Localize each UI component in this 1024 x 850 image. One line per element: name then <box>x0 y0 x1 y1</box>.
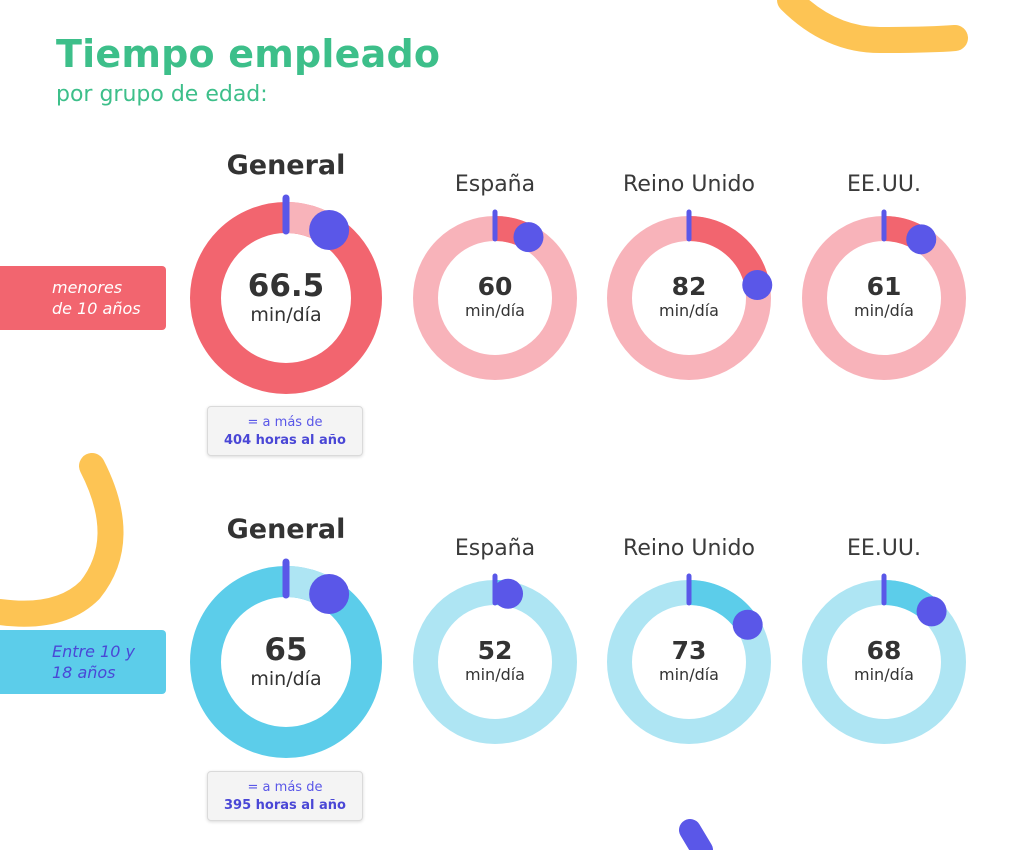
donut-value: 68 <box>866 636 902 665</box>
purple-shape-bottom <box>679 819 713 850</box>
donut-title-usa: EE.UU. <box>847 172 921 197</box>
donut-end-marker <box>309 210 350 251</box>
hours-note-line1: = a más de <box>247 415 323 430</box>
donut-unit: min/día <box>250 304 322 326</box>
donut-title-spain: España <box>454 172 536 197</box>
hours-note-line1: = a más de <box>247 780 323 795</box>
donut-end-marker <box>742 269 773 300</box>
page-subtitle: por grupo de edad: <box>56 82 268 107</box>
hours-note-line2: 395 horas al año <box>223 798 346 813</box>
donut-value: 82 <box>671 272 707 301</box>
donut-general-under-10: 66.5 min/día <box>190 194 382 394</box>
donut-unit: min/día <box>465 665 525 684</box>
yellow-arc-top-right <box>777 0 968 54</box>
donut-ring <box>607 209 773 380</box>
row-tag-under-10: menores de 10 años <box>0 266 166 330</box>
donut-spain-under-10: 60 min/día <box>413 209 577 380</box>
donut-usa-10-18: 68 min/día <box>802 573 966 744</box>
donut-value: 73 <box>671 636 707 665</box>
donut-unit: min/día <box>659 301 719 320</box>
donut-end-marker <box>732 609 763 640</box>
donut-title-general: General <box>226 514 346 545</box>
donut-ring <box>413 573 577 744</box>
donut-unit: min/día <box>250 668 322 690</box>
donut-spain-10-18: 52 min/día <box>413 573 577 744</box>
donut-title-uk: Reino Unido <box>623 172 755 197</box>
donut-ring <box>413 209 577 380</box>
donut-uk-under-10: 82 min/día <box>607 209 773 380</box>
donut-ring <box>607 573 771 744</box>
donut-unit: min/día <box>854 665 914 684</box>
row-tag-line2: 18 años <box>52 663 116 682</box>
donut-usa-under-10: 61 min/día <box>802 209 966 380</box>
donut-uk-10-18: 73 min/día <box>607 573 771 744</box>
donut-value: 66.5 <box>247 268 325 304</box>
donut-end-marker <box>906 224 937 255</box>
donut-end-marker <box>916 596 947 627</box>
row-tag-line1: menores <box>52 278 123 297</box>
donut-end-marker <box>309 574 350 615</box>
page-title: Tiempo empleado <box>56 32 441 76</box>
donut-unit: min/día <box>659 665 719 684</box>
donut-value: 65 <box>264 632 308 668</box>
donut-ring <box>802 209 966 380</box>
donut-end-marker <box>513 222 544 253</box>
row-tag-line1: Entre 10 y <box>52 642 135 661</box>
yellow-arc-left <box>0 453 124 627</box>
donut-title-uk: Reino Unido <box>623 536 755 561</box>
donut-ring <box>802 573 966 744</box>
row-tag-10-18: Entre 10 y 18 años <box>0 630 166 694</box>
donut-unit: min/día <box>854 301 914 320</box>
donut-general-10-18: 65 min/día <box>190 558 382 758</box>
row-tag-line2: de 10 años <box>52 299 141 318</box>
donut-title-spain: España <box>454 536 536 561</box>
hours-note-under-10: = a más de 404 horas al año <box>207 406 363 456</box>
donut-value: 61 <box>866 272 902 301</box>
hours-note-line2: 404 horas al año <box>223 433 346 448</box>
donut-unit: min/día <box>465 301 525 320</box>
donut-value: 60 <box>477 272 513 301</box>
hours-note-10-18: = a más de 395 horas al año <box>207 771 363 821</box>
donut-ring <box>190 558 382 758</box>
donut-ring <box>190 194 382 394</box>
donut-title-usa: EE.UU. <box>847 536 921 561</box>
donut-end-marker <box>493 578 524 609</box>
donut-title-general: General <box>226 150 346 181</box>
donut-value: 52 <box>477 636 513 665</box>
